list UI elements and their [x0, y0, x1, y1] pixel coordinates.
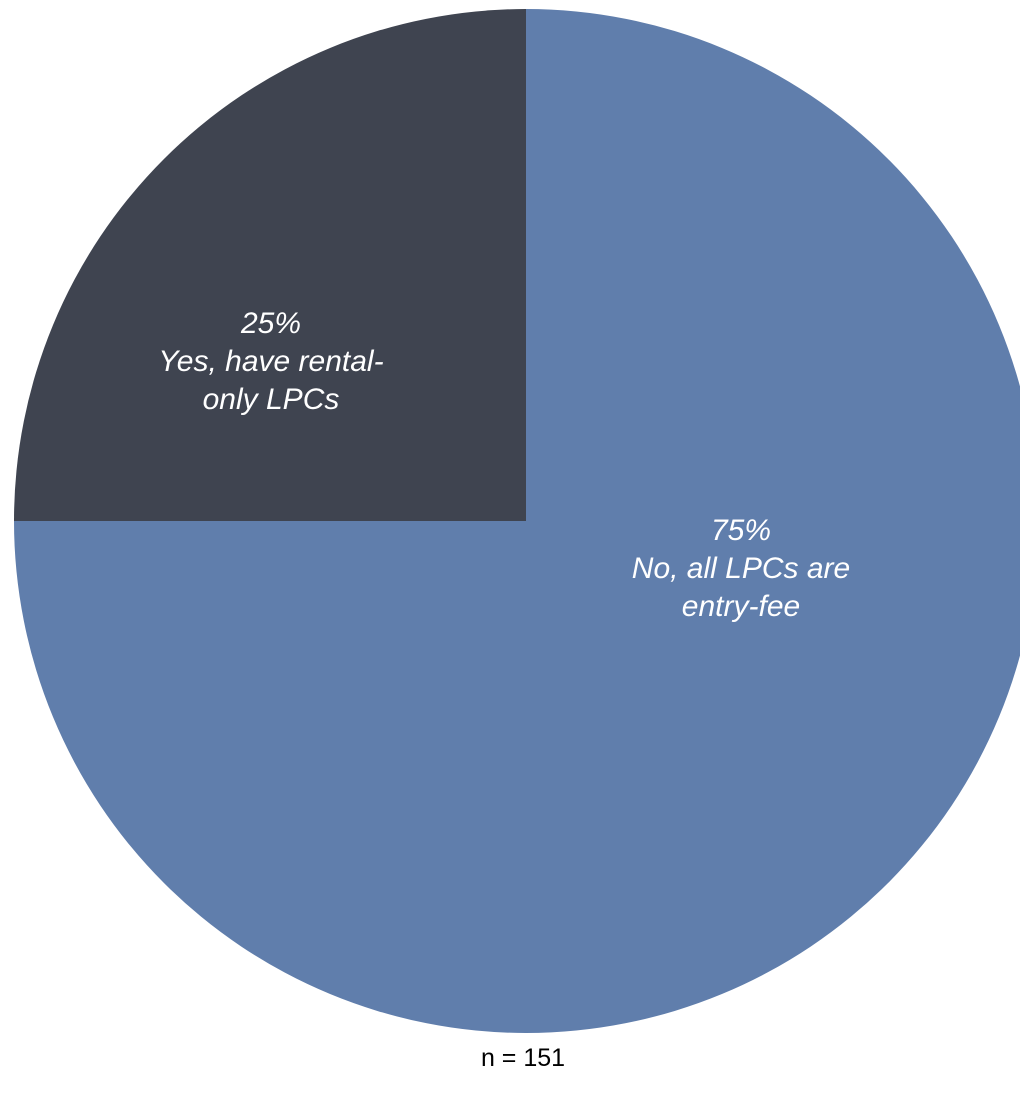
slice-percent-yes: 25%	[240, 307, 302, 340]
slice-label-yes: 25% Yes, have rental- only LPCs	[121, 305, 421, 419]
pie-slice-yes	[14, 9, 526, 521]
slice-percent-no: 75%	[710, 514, 772, 547]
slice-text-yes-line-2: only LPCs	[202, 383, 340, 416]
slice-text-no-line-2: entry-fee	[681, 590, 801, 623]
sample-size-note: n = 151	[480, 1044, 566, 1072]
slice-text-no-line-1: No, all LPCs are	[631, 552, 851, 585]
slice-text-yes-line-1: Yes, have rental-	[158, 345, 384, 378]
pie-slice-no	[14, 9, 1020, 1033]
slice-label-no: 75% No, all LPCs are entry-fee	[591, 512, 891, 626]
